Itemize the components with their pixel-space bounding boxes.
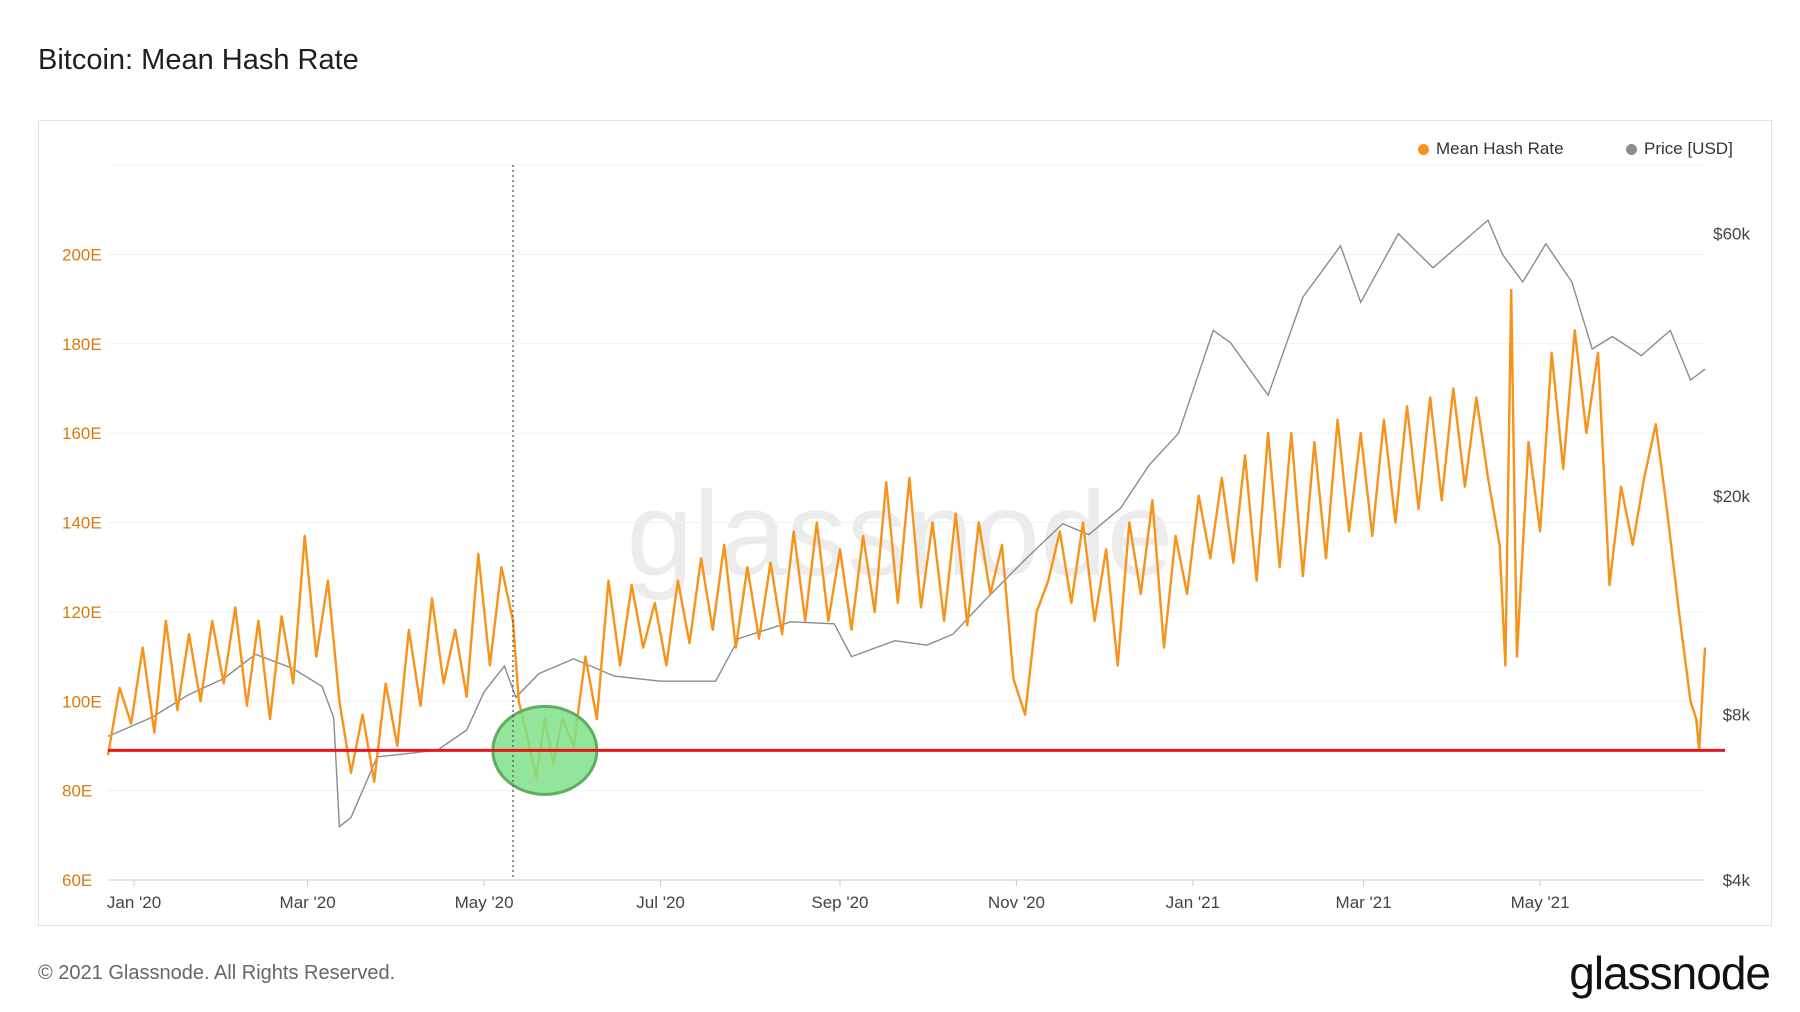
- legend-label: Price [USD]: [1644, 139, 1733, 158]
- y-left-tick-label: 100E: [62, 692, 102, 711]
- y-left-tick-label: 60E: [62, 871, 92, 890]
- y-left-tick-label: 200E: [62, 245, 102, 264]
- y-left-tick-label: 180E: [62, 335, 102, 354]
- brand-logo: glassnode: [1569, 947, 1771, 999]
- y-left-tick-label: 160E: [62, 424, 102, 443]
- y-left-tick-label: 80E: [62, 782, 92, 801]
- legend-mean-hash-rate[interactable]: Mean Hash Rate: [1418, 139, 1564, 159]
- legend-label: Mean Hash Rate: [1436, 139, 1564, 158]
- x-tick-label: Jan '20: [107, 893, 161, 912]
- legend-dot-icon: [1418, 143, 1429, 155]
- x-tick-label: Mar '20: [280, 893, 336, 912]
- y-left-tick-label: 120E: [62, 603, 102, 622]
- x-tick-label: Jul '20: [636, 893, 685, 912]
- y-right-tick-label: $20k: [1713, 487, 1750, 506]
- mean-hash-rate-line: [106, 288, 1707, 783]
- x-tick-label: Jan '21: [1166, 893, 1220, 912]
- legend-price-usd[interactable]: Price [USD]: [1626, 139, 1733, 159]
- legend-dot-icon: [1626, 143, 1637, 155]
- x-tick-label: May '21: [1511, 893, 1570, 912]
- footer-copyright: © 2021 Glassnode. All Rights Reserved.: [38, 962, 396, 984]
- y-right-tick-label: $8k: [1723, 706, 1751, 725]
- chart-frame: [38, 120, 1772, 926]
- x-tick-label: Mar '21: [1336, 893, 1392, 912]
- annotations: [108, 165, 1725, 880]
- y-right-tick-label: $60k: [1713, 225, 1750, 244]
- axes: 60E 80E 100E 120E 140E 160E 180E 200E $4k $8k $20k…: [62, 225, 1750, 912]
- price-usd-line: [107, 218, 1706, 829]
- x-tick-label: Nov '20: [988, 893, 1045, 912]
- x-tick-label: May '20: [455, 893, 514, 912]
- grid-lines: [108, 164, 1705, 881]
- x-tick-label: Sep '20: [811, 893, 868, 912]
- y-left-tick-label: 140E: [62, 514, 102, 533]
- page-title: Bitcoin: Mean Hash Rate: [38, 44, 359, 76]
- y-right-tick-label: $4k: [1723, 871, 1751, 890]
